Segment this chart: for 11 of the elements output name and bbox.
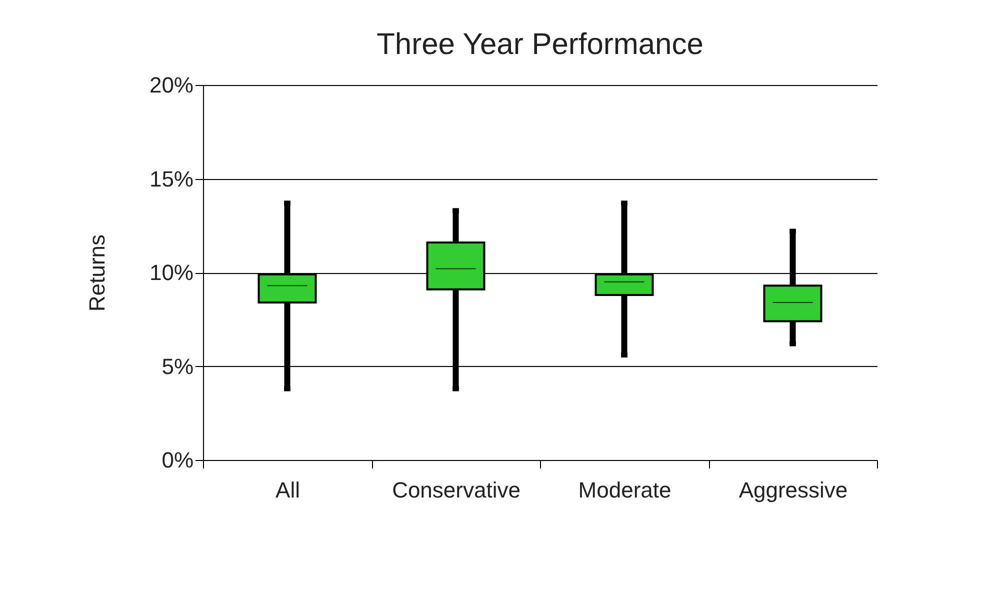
x-tick-label: Conservative (392, 478, 520, 502)
chart-title: Three Year Performance (376, 28, 704, 61)
y-tick-label: 5% (162, 354, 194, 379)
y-axis-title: Returns (84, 234, 110, 312)
x-tick-label: All (276, 478, 300, 502)
y-tick-label: 0% (162, 448, 194, 472)
x-tick-label: Aggressive (738, 478, 848, 502)
y-tick-label: 20% (149, 72, 194, 98)
x-tick-label: Moderate (578, 478, 672, 502)
y-tick-label: 10% (149, 260, 194, 285)
y-tick-label: 15% (149, 166, 194, 192)
